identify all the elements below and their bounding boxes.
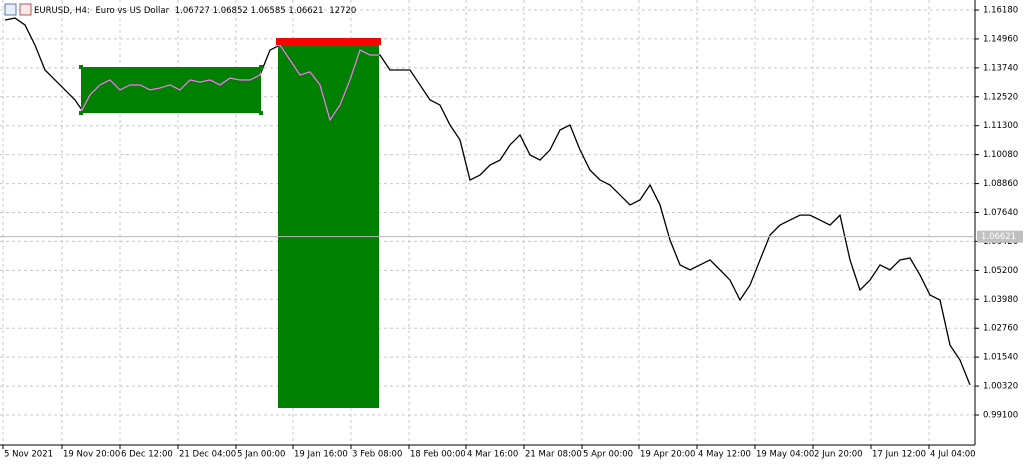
rectangle-object	[276, 38, 381, 45]
handles	[79, 65, 263, 115]
icon	[19, 3, 32, 16]
x-tick-label: 4 Jul 04:00	[930, 450, 976, 460]
x-tick-label: 5 Apr 00:00	[583, 450, 633, 460]
x-tick-label: 4 May 12:00	[698, 450, 751, 460]
x-tick-label: 2 Jun 20:00	[814, 450, 863, 460]
x-tick-label: 17 Jun 12:00	[872, 450, 926, 460]
x-tick-label: 3 Feb 08:00	[352, 450, 402, 460]
y-tick-label: 1.02760	[983, 324, 1018, 334]
rectangle-object	[278, 45, 379, 408]
y-tick-label: 1.00320	[983, 382, 1018, 392]
high: 1.06852	[213, 6, 248, 16]
x-tick-label: 6 Dec 12:00	[121, 450, 173, 460]
x-tick-label: 18 Feb 00:00	[410, 450, 466, 460]
y-tick-label: 1.05200	[983, 266, 1018, 276]
symbol: EURUSD, H4:	[34, 6, 90, 16]
icon	[4, 3, 17, 16]
low: 1.06585	[250, 6, 285, 16]
x-tick-label: 5 Nov 2021	[4, 450, 53, 460]
x-tick-label: 19 May 04:00	[756, 450, 814, 460]
x-tick-label: 21 Mar 08:00	[525, 450, 582, 460]
last-price-box	[977, 230, 1023, 243]
close: 1.06621	[288, 6, 323, 16]
volume: 12720	[329, 6, 356, 16]
price-line-highlight	[81, 45, 379, 386]
description: Euro vs US Dollar	[95, 6, 169, 16]
x-tick-label: 19 Apr 20:00	[640, 450, 695, 460]
y-tick-label: 1.03980	[983, 295, 1018, 305]
x-tick-label: 19 Jan 16:00	[294, 450, 348, 460]
header: EURUSD, H4: Euro vs US Dollar 1.06727 1.…	[4, 3, 356, 16]
x-tick-label: 19 Nov 20:00	[63, 450, 120, 460]
y-tick-label: 1.11300	[983, 121, 1018, 131]
x-tick-label: 5 Jan 00:00	[237, 450, 285, 460]
y-tick-label: 1.08860	[983, 179, 1018, 189]
header-text: EURUSD, H4: Euro vs US Dollar 1.06727 1.…	[34, 6, 356, 16]
y-tick-label: 1.07640	[983, 208, 1018, 218]
y-tick-label: 0.99100	[983, 411, 1018, 421]
y-tick-label: 1.16180	[983, 6, 1018, 16]
y-tick-label: 1.10080	[983, 150, 1018, 160]
open: 1.06727	[175, 6, 210, 16]
last-price-label: 1.06621	[981, 232, 1016, 242]
plot	[4, 17, 971, 386]
rectangle-object	[81, 67, 261, 113]
y-tick-label: 1.01540	[983, 353, 1018, 363]
x-tick-label: 21 Dec 04:00	[179, 450, 236, 460]
y-tick-label: 1.13740	[983, 63, 1018, 73]
y-tick-label: 1.14960	[983, 34, 1018, 44]
y-tick-label: 1.12520	[983, 92, 1018, 102]
x-tick-label: 4 Mar 16:00	[467, 450, 518, 460]
